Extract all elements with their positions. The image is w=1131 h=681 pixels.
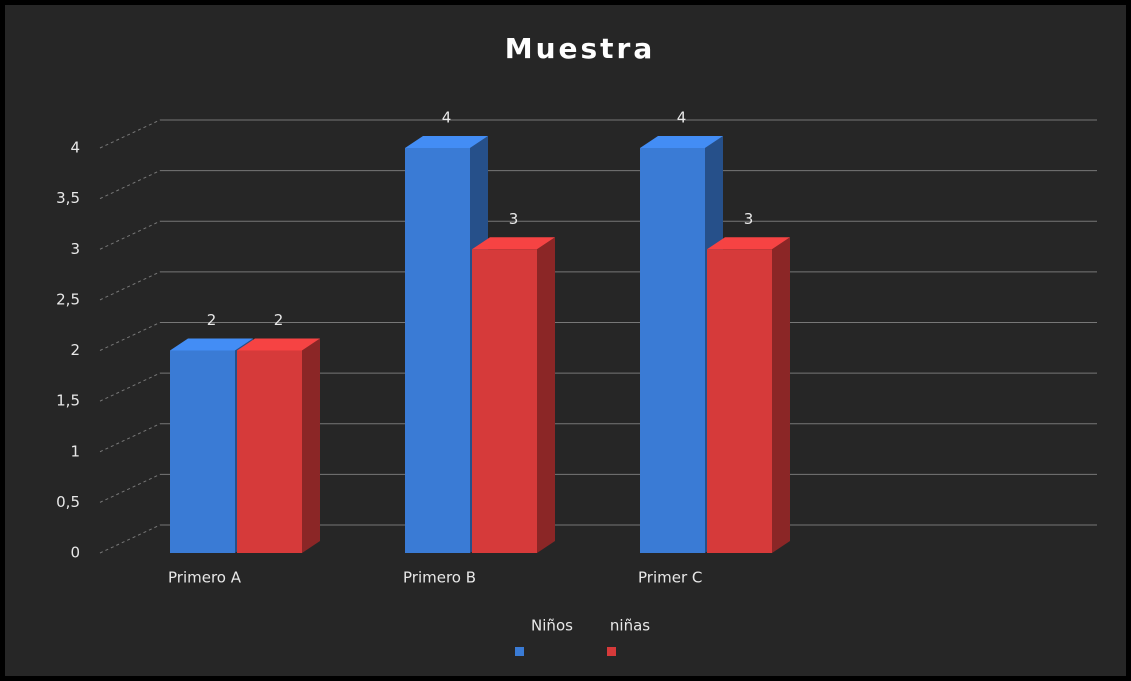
x-tick-label: Primero A bbox=[168, 569, 242, 587]
bar-side bbox=[302, 338, 320, 553]
bar-top bbox=[237, 338, 320, 351]
bar bbox=[405, 148, 470, 553]
y-tick-label: 1 bbox=[70, 442, 80, 460]
y-tick-label: 0 bbox=[70, 544, 80, 562]
y-tick-label: 4 bbox=[70, 139, 80, 157]
y-tick-label: 2,5 bbox=[56, 290, 80, 308]
y-tick-label: 0,5 bbox=[56, 493, 80, 511]
y-tick-label: 2 bbox=[70, 341, 80, 359]
bar bbox=[640, 148, 705, 553]
bar-side bbox=[537, 237, 555, 553]
legend-swatch bbox=[515, 647, 524, 656]
value-label: 3 bbox=[509, 210, 519, 228]
value-label: 2 bbox=[274, 311, 284, 329]
x-tick-label: Primero B bbox=[403, 569, 476, 587]
x-tick-label: Primer C bbox=[638, 569, 702, 587]
bar-top bbox=[640, 136, 723, 148]
legend-label: Niños bbox=[531, 617, 573, 635]
bar-top bbox=[707, 237, 790, 250]
grid-side bbox=[99, 524, 161, 554]
y-tick-label: 1,5 bbox=[56, 392, 80, 410]
bar bbox=[472, 249, 537, 553]
value-label: 2 bbox=[207, 311, 217, 329]
grid-side bbox=[99, 473, 161, 503]
value-label: 4 bbox=[442, 109, 452, 127]
legend-label: niñas bbox=[610, 617, 650, 635]
bar bbox=[237, 350, 302, 553]
y-tick-label: 3 bbox=[70, 240, 80, 258]
grid-side bbox=[99, 119, 161, 149]
bar bbox=[170, 350, 235, 553]
chart-title: Muestra bbox=[505, 32, 656, 65]
grid-side bbox=[99, 423, 161, 453]
bar-top bbox=[405, 136, 488, 148]
value-label: 3 bbox=[744, 210, 754, 228]
bar-top bbox=[170, 338, 253, 351]
grid-side bbox=[99, 220, 161, 250]
grid-side bbox=[99, 170, 161, 200]
bar-side bbox=[772, 237, 790, 553]
grid-side bbox=[99, 271, 161, 301]
value-label: 4 bbox=[677, 109, 687, 127]
bar bbox=[707, 249, 772, 553]
legend-swatch bbox=[607, 647, 616, 656]
bar-top bbox=[472, 237, 555, 250]
grid-side bbox=[99, 322, 161, 351]
y-tick-label: 3,5 bbox=[56, 189, 80, 207]
grid-side bbox=[99, 372, 161, 402]
